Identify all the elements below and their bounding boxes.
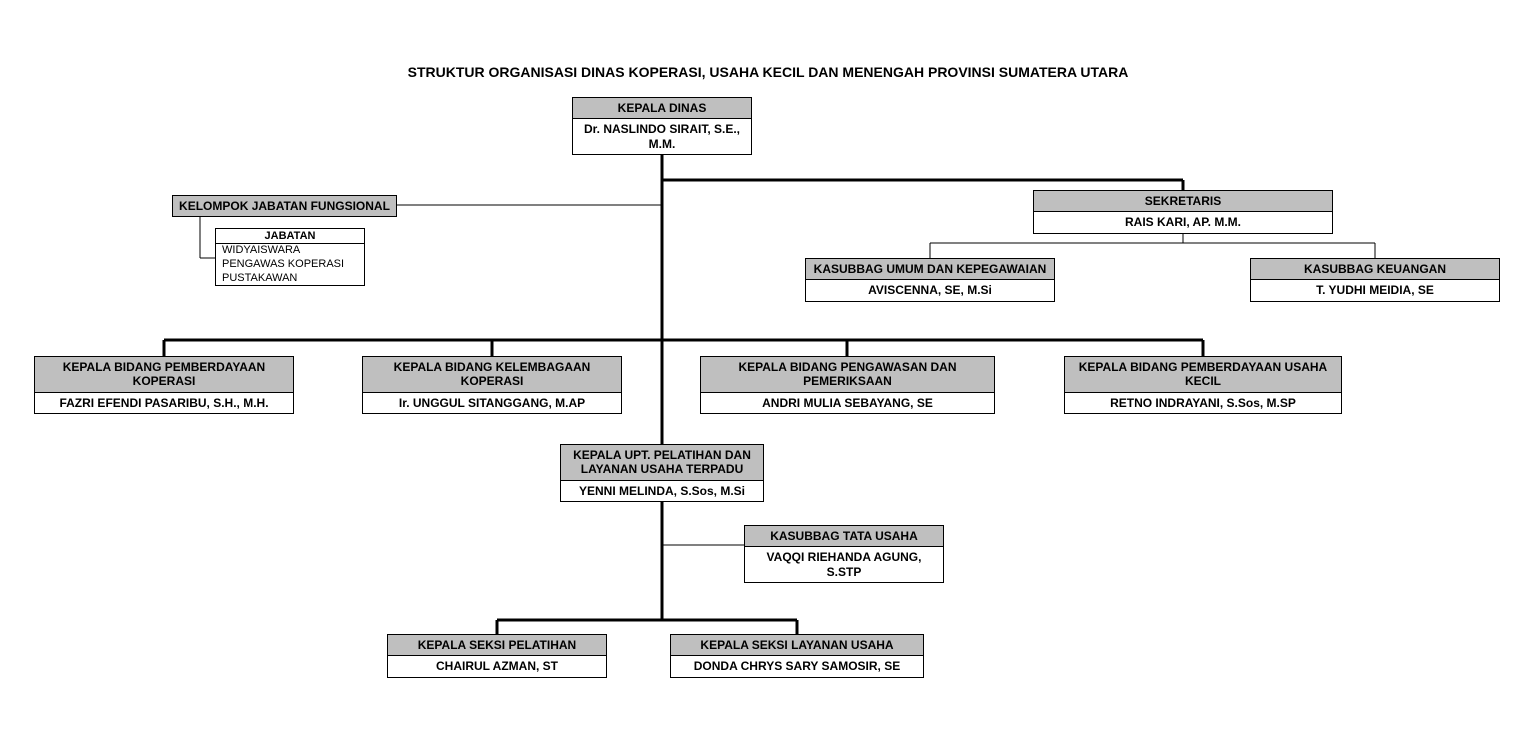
jabatan-item: PENGAWAS KOPERASI [216, 258, 364, 272]
node-title: KASUBBAG KEUANGAN [1251, 259, 1499, 280]
node-name: T. YUDHI MEIDIA, SE [1251, 280, 1499, 300]
node-name: AVISCENNA, SE, M.Si [806, 280, 1054, 300]
node-kepala-dinas: KEPALA DINAS Dr. NASLINDO SIRAIT, S.E., … [572, 97, 752, 155]
node-seksi-2: KEPALA SEKSI LAYANAN USAHA DONDA CHRYS S… [670, 634, 924, 678]
node-bidang-1: KEPALA BIDANG PEMBERDAYAAN KOPERASI FAZR… [34, 356, 294, 414]
node-title: KEPALA BIDANG PEMBERDAYAAN KOPERASI [35, 357, 293, 393]
node-seksi-1: KEPALA SEKSI PELATIHAN CHAIRUL AZMAN, ST [387, 634, 607, 678]
node-title: KEPALA BIDANG PEMBERDAYAAN USAHA KECIL [1065, 357, 1341, 393]
node-name: Ir. UNGGUL SITANGGANG, M.AP [363, 393, 621, 413]
node-kasubbag-umum: KASUBBAG UMUM DAN KEPEGAWAIAN AVISCENNA,… [805, 258, 1055, 302]
node-bidang-3: KEPALA BIDANG PENGAWASAN DAN PEMERIKSAAN… [700, 356, 995, 414]
node-name: DONDA CHRYS SARY SAMOSIR, SE [671, 656, 923, 676]
node-name: RAIS KARI, AP. M.M. [1034, 212, 1332, 232]
node-bidang-2: KEPALA BIDANG KELEMBAGAAN KOPERASI Ir. U… [362, 356, 622, 414]
node-name: CHAIRUL AZMAN, ST [388, 656, 606, 676]
node-name: VAQQI RIEHANDA AGUNG, S.STP [745, 547, 943, 582]
node-title: KEPALA SEKSI PELATIHAN [388, 635, 606, 656]
jabatan-item: WIDYAISWARA [216, 244, 364, 258]
node-name: YENNI MELINDA, S.Sos, M.Si [561, 481, 763, 501]
node-title: KASUBBAG UMUM DAN KEPEGAWAIAN [806, 259, 1054, 280]
node-sekretaris: SEKRETARIS RAIS KARI, AP. M.M. [1033, 190, 1333, 234]
node-title: KEPALA BIDANG KELEMBAGAAN KOPERASI [363, 357, 621, 393]
jabatan-item: PUSTAKAWAN [216, 272, 364, 286]
node-bidang-4: KEPALA BIDANG PEMBERDAYAAN USAHA KECIL R… [1064, 356, 1342, 414]
node-title: KEPALA SEKSI LAYANAN USAHA [671, 635, 923, 656]
node-title: KASUBBAG TATA USAHA [745, 526, 943, 547]
node-upt: KEPALA UPT. PELATIHAN DAN LAYANAN USAHA … [560, 444, 764, 502]
node-title: SEKRETARIS [1034, 191, 1332, 212]
jabatan-header: JABATAN [216, 229, 364, 244]
node-tata-usaha: KASUBBAG TATA USAHA VAQQI RIEHANDA AGUNG… [744, 525, 944, 583]
node-name: FAZRI EFENDI PASARIBU, S.H., M.H. [35, 393, 293, 413]
node-kjf: KELOMPOK JABATAN FUNGSIONAL [172, 195, 397, 217]
node-title: KEPALA UPT. PELATIHAN DAN LAYANAN USAHA … [561, 445, 763, 481]
chart-title: STRUKTUR ORGANISASI DINAS KOPERASI, USAH… [0, 64, 1536, 80]
node-name: Dr. NASLINDO SIRAIT, S.E., M.M. [573, 119, 751, 154]
node-kasubbag-keuangan: KASUBBAG KEUANGAN T. YUDHI MEIDIA, SE [1250, 258, 1500, 302]
node-title: KEPALA BIDANG PENGAWASAN DAN PEMERIKSAAN [701, 357, 994, 393]
node-title: KEPALA DINAS [573, 98, 751, 119]
jabatan-box: JABATAN WIDYAISWARA PENGAWAS KOPERASI PU… [215, 228, 365, 286]
node-name: RETNO INDRAYANI, S.Sos, M.SP [1065, 393, 1341, 413]
node-name: ANDRI MULIA SEBAYANG, SE [701, 393, 994, 413]
